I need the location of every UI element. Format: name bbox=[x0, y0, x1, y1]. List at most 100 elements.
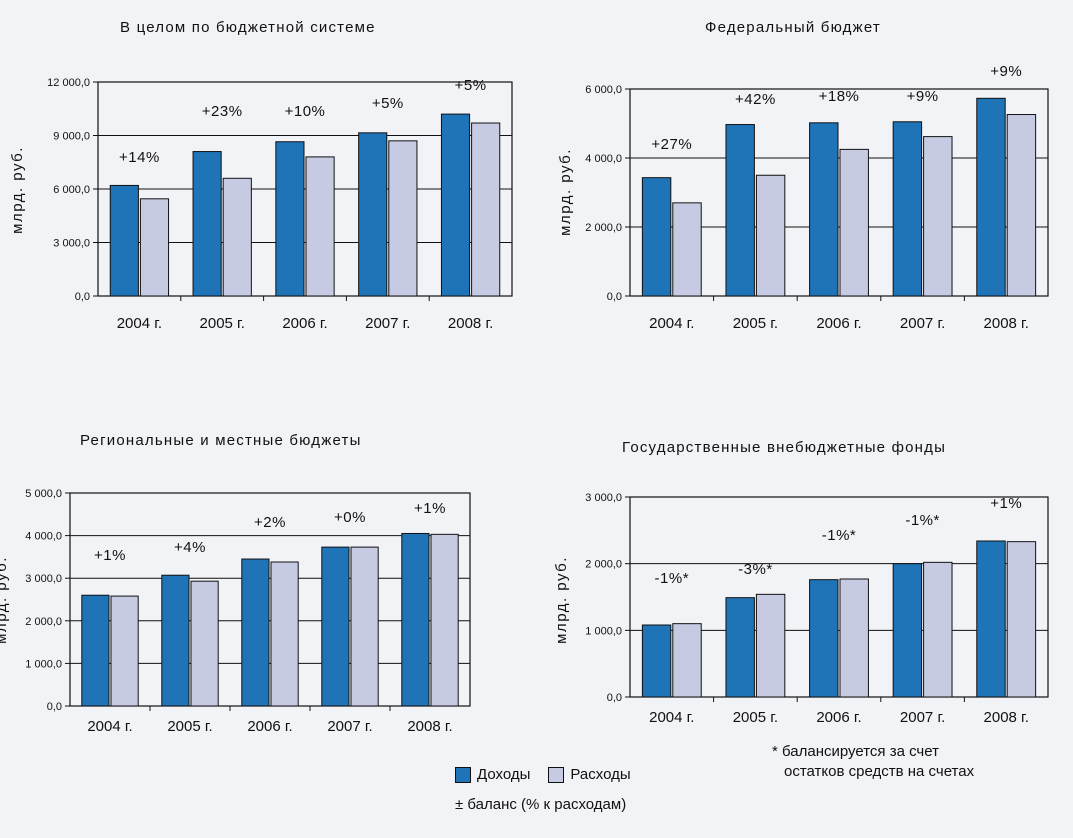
balance-label: +9% bbox=[990, 63, 1022, 80]
legend-swatch-expense bbox=[548, 766, 565, 783]
balance-label: +5% bbox=[372, 95, 404, 112]
bar-expense bbox=[839, 578, 869, 698]
chart-1: В целом по бюджетной системе млрд. руб. 0,… bbox=[9, 19, 513, 332]
y-tick-label: 0,0 bbox=[47, 701, 62, 713]
y-tick-label: 5 000,0 bbox=[25, 488, 62, 500]
balance-label: +9% bbox=[907, 88, 939, 105]
chart-title: Федеральный бюджет bbox=[705, 19, 881, 36]
y-tick-label: 12 000,0 bbox=[47, 77, 90, 89]
bar-revenue bbox=[641, 624, 672, 698]
bar-revenue bbox=[892, 121, 923, 297]
x-tick-label: 2008 г. bbox=[984, 709, 1029, 726]
bar-revenue bbox=[241, 558, 270, 707]
footnote-line-2: остатков средств на счетах bbox=[784, 763, 975, 780]
bar-expense bbox=[305, 156, 335, 297]
x-tick-label: 2006 г. bbox=[247, 718, 292, 735]
y-tick-label: 1 000,0 bbox=[585, 625, 622, 637]
bar-revenue bbox=[401, 532, 430, 707]
y-tick-label: 2 000,0 bbox=[585, 559, 622, 571]
legend-balance-note: ± баланс (% к расходам) bbox=[455, 796, 627, 813]
legend-label-expense: Расходы bbox=[570, 766, 631, 783]
x-tick-label: 2005 г. bbox=[167, 718, 212, 735]
balance-label: +2% bbox=[254, 514, 286, 531]
x-tick-label: 2007 г. bbox=[365, 315, 410, 332]
balance-label: -3%* bbox=[738, 561, 773, 578]
bar-revenue bbox=[809, 122, 839, 297]
x-tick-label: 2007 г. bbox=[327, 718, 372, 735]
y-tick-label: 0,0 bbox=[607, 692, 622, 704]
balance-label: +18% bbox=[819, 88, 860, 105]
y-tick-label: 4 000,0 bbox=[25, 531, 62, 543]
y-tick-label: 9 000,0 bbox=[53, 131, 90, 143]
balance-label: +5% bbox=[455, 77, 487, 94]
bar-revenue bbox=[161, 574, 190, 707]
balance-label: +1% bbox=[990, 495, 1022, 512]
y-tick-label: 2 000,0 bbox=[25, 616, 62, 628]
balance-label: -1%* bbox=[822, 527, 857, 544]
y-tick-label: 3 000,0 bbox=[25, 573, 62, 585]
y-tick-label: 4 000,0 bbox=[585, 153, 622, 165]
balance-label: +4% bbox=[174, 539, 206, 556]
y-tick-label: 3 000,0 bbox=[53, 238, 90, 250]
legend-label-revenue: Доходы bbox=[477, 766, 531, 783]
chart-2: Федеральный бюджет млрд. руб. 0,0 2 000,0 4 … bbox=[557, 19, 1049, 332]
x-tick-label: 2004 г. bbox=[649, 709, 694, 726]
bar-expense bbox=[471, 122, 501, 297]
balance-label: -1%* bbox=[655, 570, 690, 587]
balance-label: +10% bbox=[285, 103, 326, 120]
legend-item-revenue: Доходы bbox=[455, 766, 530, 783]
chart-3: Региональные и местные бюджеты млрд. руб.… bbox=[0, 432, 471, 735]
bar-expense bbox=[350, 546, 379, 707]
legend-item-expense: Расходы bbox=[548, 766, 631, 783]
balance-label: +1% bbox=[94, 547, 126, 564]
balance-label: +14% bbox=[119, 149, 160, 166]
x-tick-label: 2006 г. bbox=[816, 315, 861, 332]
y-tick-label: 2 000,0 bbox=[585, 222, 622, 234]
bar-revenue bbox=[892, 563, 923, 698]
y-tick-label: 6 000,0 bbox=[585, 84, 622, 96]
chart-title: Региональные и местные бюджеты bbox=[80, 432, 362, 449]
bar-expense bbox=[430, 533, 459, 707]
y-tick-label: 6 000,0 bbox=[53, 184, 90, 196]
bar-revenue bbox=[976, 540, 1006, 698]
bar-revenue bbox=[725, 597, 755, 698]
balance-label: +0% bbox=[334, 509, 366, 526]
bar-expense bbox=[672, 623, 702, 698]
bar-expense bbox=[139, 198, 170, 297]
bar-expense bbox=[755, 593, 786, 698]
x-tick-label: 2005 г. bbox=[733, 709, 778, 726]
x-tick-label: 2004 г. bbox=[117, 315, 162, 332]
chart-title: В целом по бюджетной системе bbox=[120, 19, 376, 36]
plot-frame bbox=[97, 81, 513, 297]
footnote: * балансируется за счет остатков средств… bbox=[772, 742, 974, 782]
y-tick-label: 0,0 bbox=[75, 291, 90, 303]
x-tick-label: 2008 г. bbox=[984, 315, 1029, 332]
x-tick-label: 2004 г. bbox=[87, 718, 132, 735]
bar-revenue bbox=[725, 124, 755, 297]
bar-revenue bbox=[976, 97, 1006, 297]
bar-revenue bbox=[109, 184, 139, 297]
bar-expense bbox=[839, 148, 869, 297]
y-axis-label: млрд. руб. bbox=[0, 556, 10, 644]
bar-expense bbox=[1006, 114, 1037, 297]
bar-revenue bbox=[275, 141, 305, 297]
y-tick-label: 1 000,0 bbox=[25, 658, 62, 670]
x-tick-label: 2007 г. bbox=[900, 315, 945, 332]
legend-swatch-revenue bbox=[455, 766, 471, 783]
bar-revenue bbox=[358, 132, 388, 297]
x-tick-label: 2006 г. bbox=[282, 315, 327, 332]
y-axis-label: млрд. руб. bbox=[557, 148, 574, 236]
bar-expense bbox=[190, 580, 219, 707]
x-tick-label: 2007 г. bbox=[900, 709, 945, 726]
y-axis-label: млрд. руб. bbox=[9, 146, 26, 234]
bar-expense bbox=[672, 202, 702, 297]
chart-title: Государственные внебюджетные фонды bbox=[622, 439, 946, 456]
x-tick-label: 2008 г. bbox=[448, 315, 493, 332]
y-tick-label: 0,0 bbox=[607, 291, 622, 303]
x-tick-label: 2006 г. bbox=[816, 709, 861, 726]
x-tick-label: 2005 г. bbox=[733, 315, 778, 332]
x-tick-label: 2004 г. bbox=[649, 315, 694, 332]
x-tick-label: 2005 г. bbox=[200, 315, 245, 332]
bar-expense bbox=[110, 595, 139, 707]
